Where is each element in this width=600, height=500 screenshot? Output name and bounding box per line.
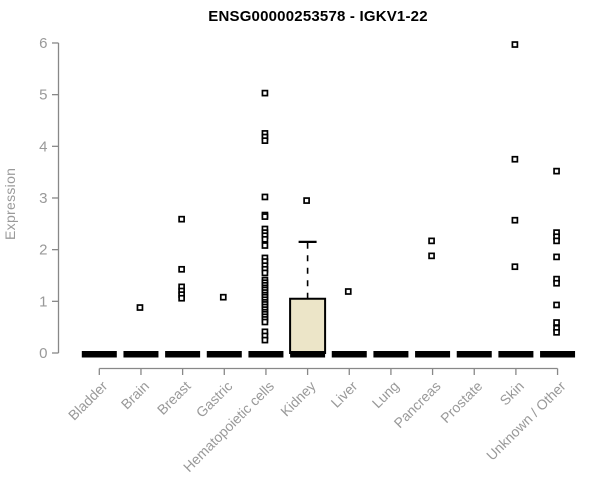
data-point bbox=[261, 235, 269, 243]
series-kidney bbox=[289, 197, 327, 358]
series-bladder bbox=[81, 351, 117, 358]
data-point bbox=[261, 336, 269, 344]
data-point bbox=[428, 252, 435, 260]
median-bar bbox=[123, 351, 159, 358]
y-tick-label: 0 bbox=[39, 345, 47, 362]
x-tick-label: Bladder bbox=[65, 378, 111, 424]
y-tick-label: 5 bbox=[39, 87, 47, 104]
data-point bbox=[261, 318, 269, 326]
data-point bbox=[553, 167, 560, 175]
data-point bbox=[261, 89, 269, 97]
data-point bbox=[136, 304, 144, 311]
y-tick-label: 1 bbox=[39, 293, 47, 310]
data-point bbox=[553, 253, 560, 261]
data-point bbox=[178, 215, 185, 223]
series-unknown-other bbox=[540, 167, 576, 358]
data-point bbox=[428, 237, 435, 245]
x-tick-label: Lung bbox=[369, 378, 402, 411]
data-point bbox=[178, 265, 185, 273]
series-liver bbox=[331, 288, 367, 358]
data-point bbox=[553, 279, 560, 287]
data-point bbox=[178, 294, 185, 302]
median-bar bbox=[248, 351, 284, 358]
series-brain bbox=[123, 304, 159, 358]
median-bar bbox=[415, 351, 451, 358]
y-tick-label: 3 bbox=[39, 190, 47, 207]
data-point bbox=[261, 242, 269, 249]
series-prostate bbox=[456, 351, 492, 358]
x-tick-label: Brain bbox=[118, 378, 152, 412]
data-point bbox=[511, 216, 519, 224]
data-point bbox=[553, 237, 560, 245]
series-pancreas bbox=[415, 237, 451, 358]
series-hematopoietic-cells bbox=[248, 89, 284, 358]
x-tick-label: Prostate bbox=[437, 378, 485, 426]
median-bar bbox=[81, 351, 117, 358]
data-point bbox=[344, 288, 352, 295]
data-point bbox=[219, 293, 227, 301]
data-point bbox=[511, 263, 519, 271]
data-point bbox=[553, 301, 560, 309]
data-point bbox=[303, 197, 310, 204]
median-bar bbox=[498, 351, 534, 358]
data-point bbox=[261, 213, 269, 220]
chart-title: ENSG00000253578 - IGKV1-22 bbox=[208, 8, 428, 25]
y-tick-label: 4 bbox=[39, 138, 47, 155]
x-tick-label: Kidney bbox=[277, 378, 319, 420]
median-bar bbox=[206, 351, 242, 358]
series-lung bbox=[373, 351, 409, 358]
median-bar bbox=[331, 351, 367, 358]
y-tick-label: 6 bbox=[39, 35, 47, 52]
data-point bbox=[261, 269, 269, 277]
median-bar bbox=[290, 351, 326, 358]
x-tick-label: Breast bbox=[154, 378, 194, 418]
median-bar bbox=[165, 351, 201, 358]
y-axis: 0 1 2 3 4 5 6 bbox=[39, 35, 60, 362]
y-tick-label: 2 bbox=[39, 242, 47, 259]
series-gastric bbox=[206, 293, 242, 358]
data-point bbox=[261, 137, 269, 144]
series-skin bbox=[498, 41, 534, 358]
median-bar bbox=[373, 351, 409, 358]
x-tick-label: Skin bbox=[496, 378, 527, 409]
median-bar bbox=[540, 351, 576, 358]
data-point bbox=[261, 193, 269, 201]
box-kidney bbox=[289, 297, 327, 354]
data-point bbox=[511, 155, 519, 163]
x-tick-label: Unknown / Other bbox=[483, 378, 569, 464]
series-breast bbox=[165, 215, 201, 358]
data-point bbox=[511, 41, 519, 48]
x-tick-label: Liver bbox=[328, 378, 361, 411]
median-bar bbox=[456, 351, 492, 358]
data-point bbox=[553, 319, 560, 326]
data-point bbox=[553, 328, 560, 336]
